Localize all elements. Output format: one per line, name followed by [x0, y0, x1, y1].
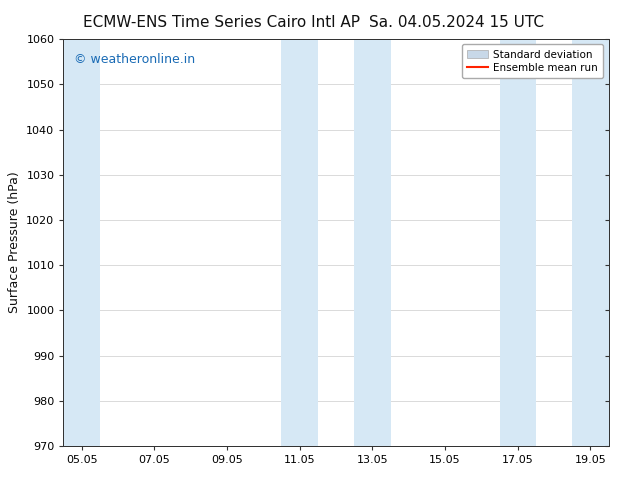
Bar	[354, 39, 391, 446]
Bar	[63, 39, 100, 446]
Text: Sa. 04.05.2024 15 UTC: Sa. 04.05.2024 15 UTC	[369, 15, 544, 30]
Text: ECMW-ENS Time Series Cairo Intl AP: ECMW-ENS Time Series Cairo Intl AP	[84, 15, 360, 30]
Bar	[281, 39, 318, 446]
Text: © weatheronline.in: © weatheronline.in	[74, 53, 195, 67]
Legend: Standard deviation, Ensemble mean run: Standard deviation, Ensemble mean run	[462, 45, 604, 78]
Bar	[573, 39, 609, 446]
Y-axis label: Surface Pressure (hPa): Surface Pressure (hPa)	[8, 172, 21, 314]
Bar	[500, 39, 536, 446]
